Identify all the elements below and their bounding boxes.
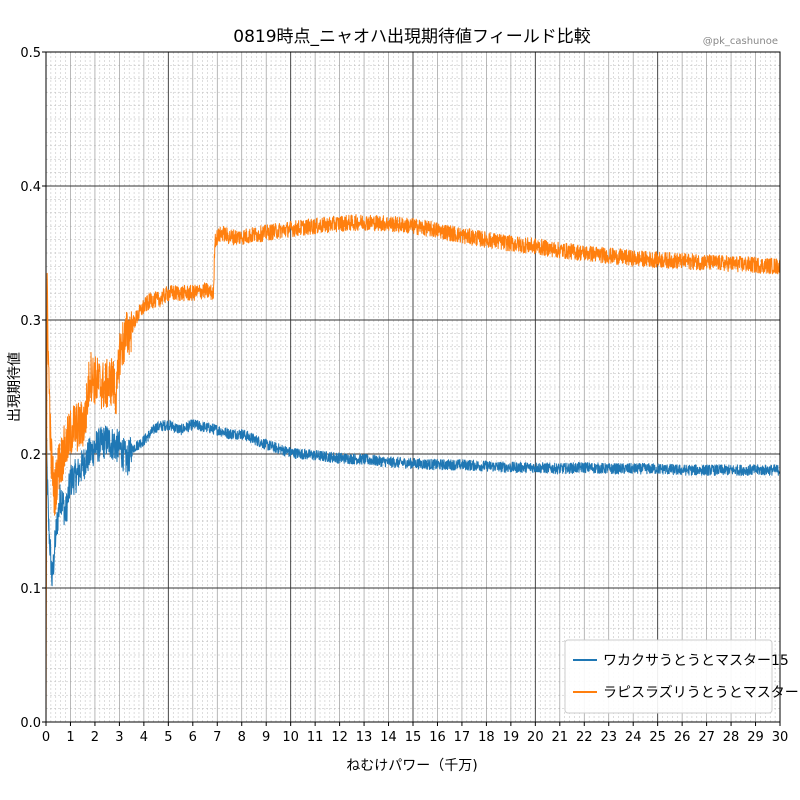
y-axis-ticks: 0.0 0.1 0.2 0.3 0.4 0.5 xyxy=(20,46,46,731)
y-tick-label: 0.3 xyxy=(20,314,41,329)
y-axis-label: 出現期待値 xyxy=(7,352,23,422)
x-tick-label: 24 xyxy=(625,730,642,745)
x-tick-label: 10 xyxy=(282,730,299,745)
legend-box xyxy=(564,639,773,714)
x-axis-label: ねむけパワー（千万) xyxy=(346,758,477,774)
x-tick-label: 16 xyxy=(429,730,446,745)
major-gridlines xyxy=(45,51,781,723)
x-tick-label: 14 xyxy=(380,730,397,745)
x-tick-label: 26 xyxy=(674,730,691,745)
legend: ワカクサうとうとマスター15 ラピスラズリうとうとマスター16 xyxy=(564,639,800,714)
x-tick-label: 29 xyxy=(747,730,764,745)
y-tick-label: 0.0 xyxy=(20,716,41,731)
x-tick-label: 17 xyxy=(454,730,471,745)
x-tick-label: 20 xyxy=(527,730,544,745)
x-tick-label: 30 xyxy=(772,730,789,745)
x-tick-label: 2 xyxy=(91,730,99,745)
x-axis-ticks: 0 1 2 3 4 5 6 7 8 9 10 11 12 13 14 15 16 17 18 19 20 21 22 23 24… xyxy=(42,722,788,745)
y-tick-label: 0.1 xyxy=(20,582,41,597)
y-tick-label: 0.4 xyxy=(20,180,41,195)
x-tick-label: 28 xyxy=(723,730,740,745)
y-tick-label: 0.2 xyxy=(20,448,41,463)
x-tick-label: 22 xyxy=(576,730,593,745)
y-tick-label: 0.5 xyxy=(20,46,41,61)
x-tick-label: 7 xyxy=(213,730,221,745)
x-tick-label: 8 xyxy=(238,730,246,745)
credit-label: @pk_cashunoe xyxy=(703,36,778,47)
x-tick-label: 13 xyxy=(356,730,373,745)
x-tick-label: 6 xyxy=(189,730,197,745)
x-tick-label: 9 xyxy=(262,730,270,745)
series-line-2 xyxy=(45,214,781,723)
x-tick-label: 3 xyxy=(115,730,123,745)
x-tick-label: 0 xyxy=(42,730,50,745)
x-tick-label: 21 xyxy=(552,730,569,745)
series-line-1 xyxy=(45,419,781,587)
x-tick-label: 12 xyxy=(331,730,348,745)
legend-entry-1: ワカクサうとうとマスター15 xyxy=(603,653,789,669)
x-tick-label: 25 xyxy=(649,730,666,745)
chart-title: 0819時点_ニャオハ出現期待値フィールド比較 xyxy=(233,27,590,47)
legend-entry-2: ラピスラズリうとうとマスター16 xyxy=(603,685,800,701)
series-layer xyxy=(45,214,781,723)
x-tick-label: 11 xyxy=(307,730,324,745)
x-tick-label: 5 xyxy=(164,730,172,745)
x-tick-label: 4 xyxy=(140,730,148,745)
x-tick-label: 19 xyxy=(503,730,520,745)
x-tick-label: 1 xyxy=(66,730,74,745)
x-tick-label: 18 xyxy=(478,730,495,745)
x-tick-label: 27 xyxy=(698,730,715,745)
x-tick-label: 15 xyxy=(405,730,422,745)
x-tick-label: 23 xyxy=(600,730,617,745)
